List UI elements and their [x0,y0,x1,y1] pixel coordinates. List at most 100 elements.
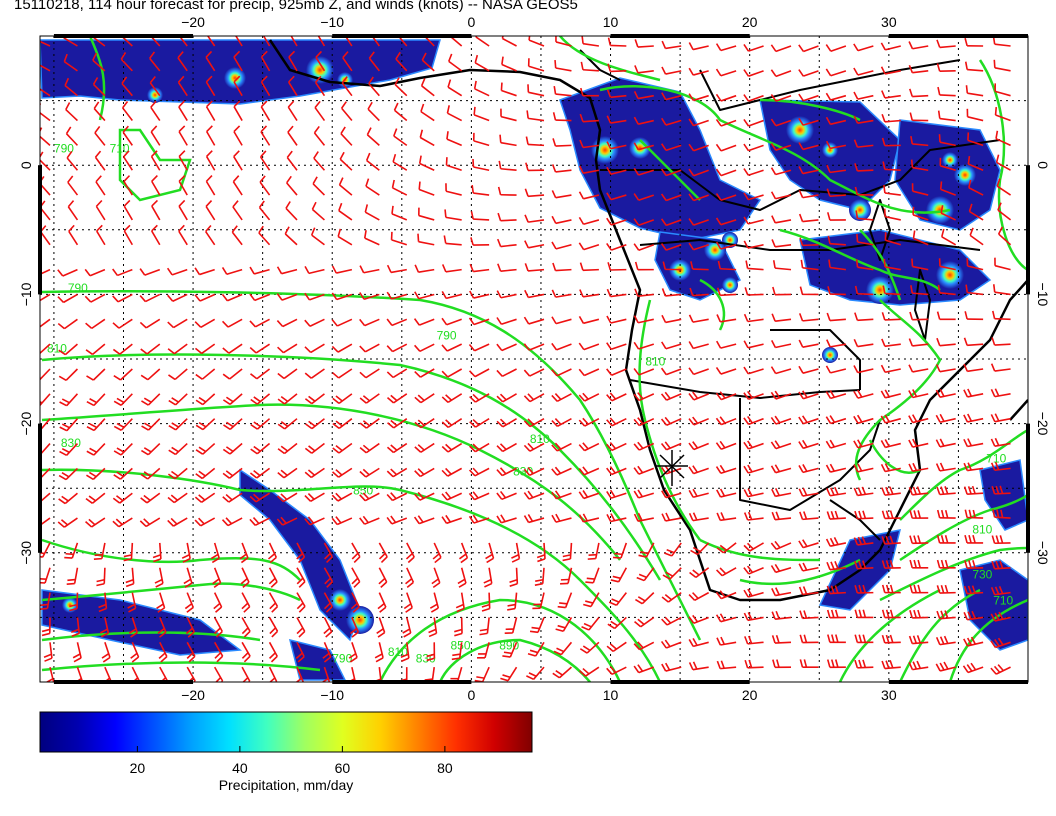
wind-barb [524,214,545,223]
wind-barb [150,100,161,121]
wind-barb [473,106,490,122]
wind-barb [798,586,819,596]
wind-barb [391,205,408,221]
wind-barb [635,592,655,605]
wind-barb [827,286,846,296]
wind-barb [402,617,412,638]
wind-barb [57,293,78,304]
wind-barb [268,641,278,663]
wind-barb [93,101,106,122]
wind-barb [771,215,792,224]
wind-barb [496,467,517,477]
wind-barb [213,641,224,663]
country-border [639,239,981,251]
wind-barb [688,488,709,499]
precip-cell [224,67,246,89]
wind-barb [205,175,216,196]
wind-barb [232,200,243,221]
contour-label: 850 [353,484,373,498]
wind-barb [112,268,133,277]
wind-barb [689,567,710,579]
wind-barb [277,418,298,430]
wind-barb [661,92,682,101]
wind-barb [359,368,380,379]
wind-barb [443,235,462,246]
wind-barb [323,542,334,564]
wind-barb [690,542,710,556]
wind-barb [715,613,737,623]
wind-barb [715,93,737,102]
contour-label: 790 [437,329,457,343]
wind-barb [304,442,325,454]
wind-barb [606,192,627,201]
wind-barb [936,535,956,544]
map-frame [39,35,1029,683]
wind-barb [314,75,326,97]
wind-barb [881,137,901,147]
wind-barb [304,368,325,379]
wind-barb [340,126,353,146]
wind-barb [826,212,846,221]
wind-barb [578,392,600,402]
wind-barb [498,160,517,172]
wind-barb [140,492,161,504]
wind-barb [743,415,764,426]
wind-barb [578,216,600,226]
wind-barb [662,567,682,580]
colorbar-tick-label: 40 [232,760,248,776]
precip-cell [849,199,871,221]
wind-barb [332,393,353,405]
wind-barb [963,636,984,647]
wind-barb [45,666,55,682]
wind-barb [578,490,600,500]
frame-bar-left [38,165,42,295]
wind-barb [140,467,161,480]
wind-barb [64,542,79,559]
wind-barb [92,52,106,72]
wind-barb [715,440,737,450]
wind-barb [66,567,79,586]
contour-line [638,299,702,541]
wind-barb [534,567,545,586]
wind-barb [470,211,490,221]
wind-barb [743,565,764,575]
wind-barb [826,609,846,619]
wind-barb [688,118,709,127]
wind-barb [359,292,380,301]
wind-barb [65,102,78,122]
wind-barb [688,314,709,323]
wind-barb [743,366,764,375]
wind-barb [501,36,517,47]
frame-bar-top [888,34,1028,38]
lat-tick-label-right: −10 [1035,283,1051,307]
wind-barb [391,179,408,196]
contour-line [41,290,702,641]
wind-barb [112,318,133,329]
wind-barb [40,225,51,246]
precip-cell [147,87,163,103]
wind-barb [441,514,462,525]
wind-barb [317,36,326,47]
wind-barb [167,492,188,504]
wind-barb [991,337,1011,346]
wind-barb [853,43,874,52]
wind-barb [688,416,709,426]
wind-barb [880,463,901,473]
frame-bar-top [53,34,194,38]
wind-barb [259,150,271,171]
wind-barb [660,243,682,251]
wind-barb [213,666,224,682]
wind-barb [351,542,361,564]
wind-barb [855,259,874,271]
wind-barb [715,241,737,250]
wind-barb [551,241,572,250]
wind-barb [276,293,298,301]
wind-barb [688,512,709,522]
wind-barb [400,642,410,662]
wind-barb [40,64,51,72]
wind-barb [909,88,929,98]
country-border [629,379,861,399]
wind-barb [123,542,134,562]
wind-barb [772,260,792,271]
